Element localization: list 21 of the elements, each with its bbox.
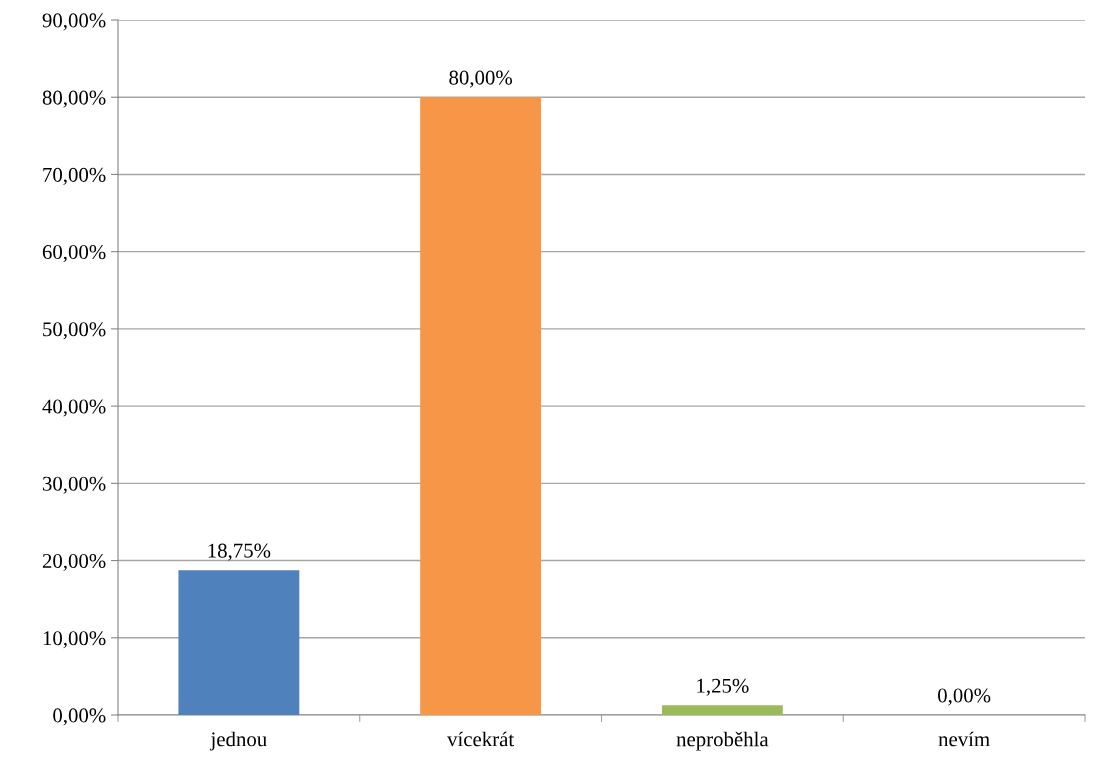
y-tick-label: 70,00% [43, 167, 106, 185]
x-tick-label: jednou [209, 731, 267, 751]
y-tick-label: 80,00% [42, 90, 106, 108]
data-label: 80,00% [449, 70, 513, 88]
y-tick-label: 10,00% [43, 631, 106, 649]
bar [420, 97, 542, 715]
y-tick-label: 30,00% [42, 476, 106, 494]
y-tick-label: 60,00% [42, 245, 106, 263]
x-tick-label: nevím [938, 731, 990, 747]
y-tick-label: 40,00% [42, 399, 106, 417]
y-tick-label: 90,00% [42, 13, 106, 31]
bar [178, 570, 300, 715]
y-tick-label: 50,00% [43, 322, 106, 340]
y-tick-label: 0,00% [53, 708, 106, 726]
data-label: 0,00% [938, 688, 991, 706]
x-tick-label: neproběhla [676, 731, 769, 751]
bar [661, 705, 783, 715]
data-label: 18,75% [208, 543, 271, 561]
data-label: 1,25% [697, 678, 749, 696]
y-tick-label: 20,00% [42, 553, 106, 571]
x-tick-label: vícekrát [447, 731, 515, 747]
